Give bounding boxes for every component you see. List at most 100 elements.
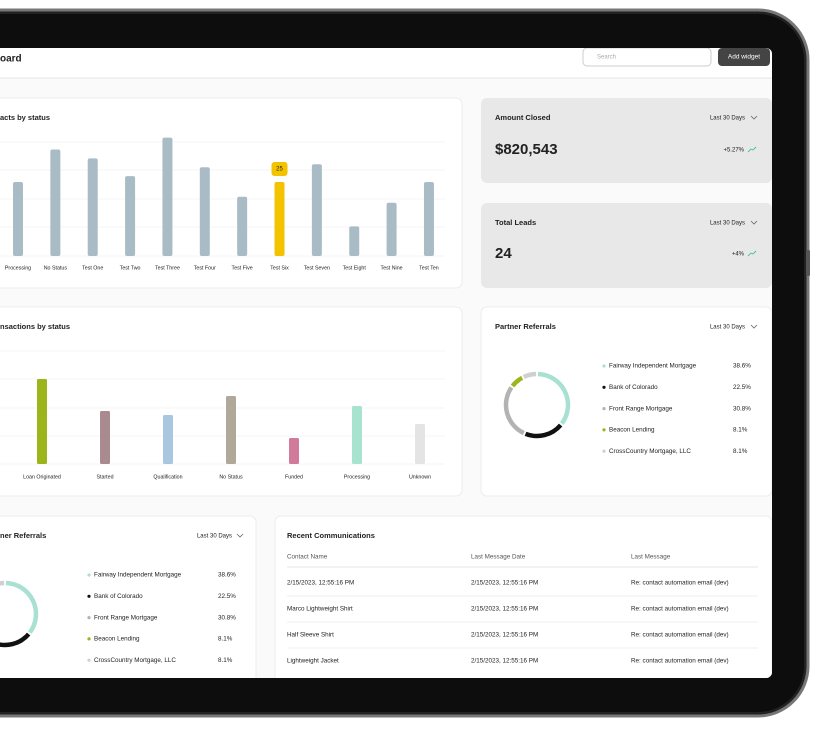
bar (311, 164, 322, 256)
period-select[interactable]: Last 30 Days (710, 116, 745, 122)
bar (162, 137, 173, 256)
table-cell: 2/15/2023, 12:55:16 PM (471, 632, 538, 639)
legend-label: Fairway Independent Mortgage (94, 572, 182, 579)
period-select[interactable]: Last 30 Days (710, 221, 745, 227)
x-tick-label: Loan Originated (23, 474, 61, 480)
screen: oard Search Add widget acts by status ns… (0, 48, 772, 678)
donut-segment (522, 371, 537, 380)
bar (226, 396, 236, 464)
card-title: nsactions by status (0, 322, 70, 331)
x-tick-label: Test Four (194, 265, 216, 271)
chevron (750, 220, 758, 225)
add-widget-button[interactable] (718, 48, 770, 66)
add-widget-label: Add widget (728, 54, 760, 61)
bar (274, 182, 285, 256)
bar (13, 182, 23, 256)
trend-arrow (747, 146, 757, 153)
legend-label: Bank of Colorado (609, 384, 658, 391)
value-label: 25 (276, 167, 283, 173)
bar (237, 196, 248, 256)
legend-label: Fairway Independent Mortgage (609, 363, 697, 370)
x-tick-label: Test Six (270, 265, 289, 271)
chevron (750, 115, 758, 120)
x-tick-label: Test Ten (419, 265, 439, 271)
x-tick-label: Test Seven (304, 265, 330, 271)
x-tick-label: Test Nine (381, 265, 403, 271)
table-cell: Lightweight Jacket (287, 658, 339, 665)
legend-value: 8.1% (733, 448, 748, 455)
legend-value: 8.1% (218, 636, 233, 643)
search-box[interactable] (582, 48, 712, 67)
period-select[interactable]: Last 30 Days (710, 325, 745, 331)
bar (386, 202, 397, 256)
column-header: Last Message (631, 554, 671, 561)
x-tick-label: Test Five (232, 265, 253, 271)
period-select[interactable]: Last 30 Days (197, 534, 232, 540)
x-tick-label: Test Eight (343, 265, 367, 271)
legend-dot (602, 449, 606, 453)
donut-segment (0, 632, 31, 648)
x-tick-label: Test Two (120, 265, 141, 271)
legend-value: 30.8% (733, 405, 751, 412)
x-tick-label: Processing (344, 474, 370, 480)
table-cell: Marco Lightweight Shirt (287, 606, 353, 613)
table-cell: Re: contact automation email (dev) (631, 632, 729, 639)
card-title: ner Referrals (0, 531, 46, 540)
legend-value: 8.1% (218, 657, 233, 664)
card (0, 97, 463, 289)
chevron (236, 533, 244, 538)
donut-segment (503, 386, 525, 436)
legend-dot (87, 616, 91, 620)
value-badge (271, 162, 288, 176)
kpi-value: 24 (495, 245, 512, 262)
side-button (806, 250, 810, 276)
card (480, 306, 772, 497)
column-header: Last Message Date (471, 554, 526, 561)
bar (289, 438, 299, 464)
trend-arrow (747, 250, 757, 257)
bar (349, 226, 360, 256)
search-placeholder: Search (597, 55, 616, 61)
bar (423, 182, 434, 256)
kpi-value: $820,543 (495, 141, 558, 158)
kpi-change: +4% (732, 252, 745, 258)
legend-dot (87, 594, 91, 598)
card (481, 203, 772, 288)
card-title: Recent Communications (287, 531, 375, 540)
card (481, 98, 772, 183)
table-cell: 2/15/2023, 12:55:16 PM (471, 658, 538, 665)
legend-label: Front Range Mortgage (609, 405, 673, 412)
bar (50, 149, 61, 256)
chevron (750, 324, 758, 329)
donut-segment (524, 423, 563, 439)
x-tick-label: Unknown (409, 474, 431, 480)
card (274, 515, 772, 678)
bar (163, 415, 173, 464)
legend-label: Front Range Mortgage (94, 614, 158, 621)
bar (37, 379, 47, 464)
x-tick-label: Funded (285, 474, 303, 480)
x-tick-label: No Status (219, 474, 243, 480)
card (0, 515, 257, 678)
bar (199, 167, 210, 256)
table-cell: Re: contact automation email (dev) (631, 580, 729, 587)
table-cell: Re: contact automation email (dev) (631, 658, 729, 665)
card-title: Total Leads (495, 218, 536, 227)
bar (87, 158, 98, 256)
legend-value: 38.6% (733, 363, 751, 370)
legend-label: CrossCountry Mortgage, LLC (94, 657, 176, 664)
table-cell: 2/15/2023, 12:55:16 PM (471, 606, 538, 613)
legend-value: 38.6% (218, 572, 236, 579)
legend-dot (87, 658, 91, 662)
bar (125, 176, 136, 256)
x-tick-label: Test One (82, 265, 103, 271)
column-header: Contact Name (287, 554, 328, 561)
legend-label: Beacon Lending (94, 636, 140, 643)
x-tick-label: Qualification (153, 474, 182, 480)
kpi-change: +5.27% (723, 148, 744, 154)
x-tick-label: No Status (44, 265, 68, 271)
legend-dot (87, 573, 91, 577)
legend-value: 30.8% (218, 614, 236, 621)
card-title: acts by status (0, 113, 50, 122)
